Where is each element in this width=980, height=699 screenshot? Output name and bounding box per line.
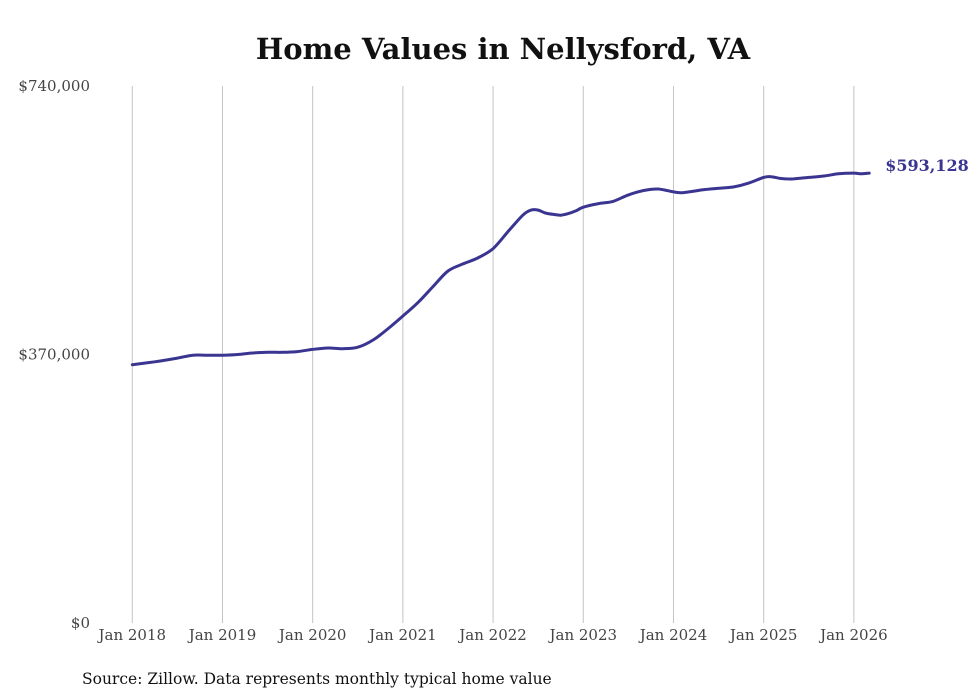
- x-tick-label-0: Jan 2018: [96, 626, 166, 644]
- y-tick-label-1: $370,000: [18, 346, 90, 364]
- x-tick-label-4: Jan 2022: [457, 626, 527, 644]
- x-tick-label-2: Jan 2020: [277, 626, 347, 644]
- x-tick-label-3: Jan 2021: [367, 626, 437, 644]
- source-note: Source: Zillow. Data represents monthly …: [82, 670, 552, 688]
- chart-title: Home Values in Nellysford, VA: [256, 32, 751, 66]
- home-value-series-line: [130, 171, 871, 367]
- latest-value-label: $593,128: [885, 156, 969, 175]
- x-axis-tick-labels: Jan 2018 Jan 2019 Jan 2020 Jan 2021 Jan 2022…: [96, 626, 887, 644]
- y-tick-label-0: $0: [71, 614, 90, 632]
- x-tick-label-8: Jan 2026: [818, 626, 888, 644]
- x-tick-label-1: Jan 2019: [187, 626, 257, 644]
- y-tick-label-2: $740,000: [18, 77, 90, 95]
- x-tick-label-7: Jan 2025: [728, 626, 798, 644]
- x-tick-label-6: Jan 2024: [638, 626, 708, 644]
- y-axis-tick-labels: $0 $370,000 $740,000: [18, 77, 90, 632]
- vertical-gridlines: [131, 86, 855, 623]
- x-tick-label-5: Jan 2023: [547, 626, 617, 644]
